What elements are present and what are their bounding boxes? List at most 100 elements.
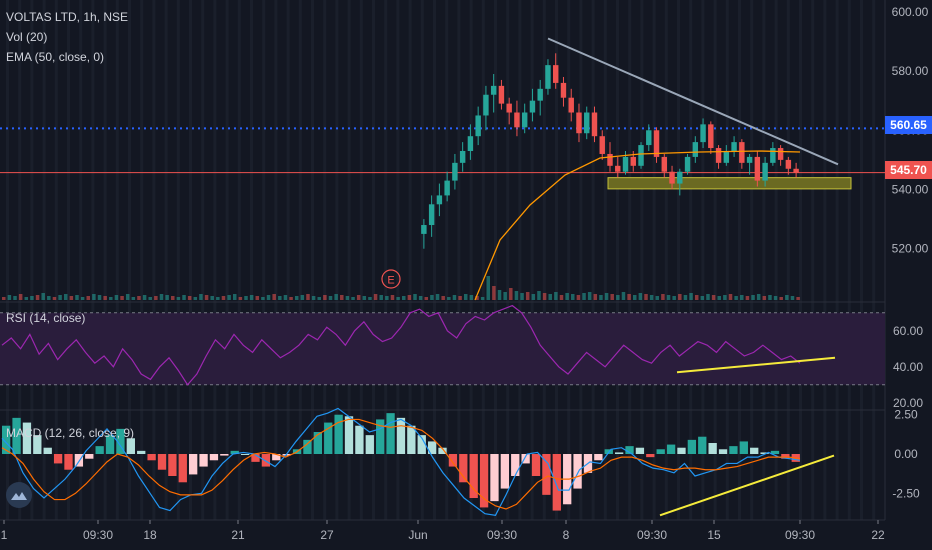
session-stripe bbox=[701, 0, 705, 520]
volume-bar bbox=[424, 297, 429, 300]
volume-bar bbox=[216, 297, 220, 300]
macd-histogram-bar bbox=[594, 454, 603, 461]
session-stripe bbox=[555, 0, 558, 520]
volume-bar bbox=[627, 294, 631, 300]
price-tick-label: 580.00 bbox=[892, 64, 929, 78]
candle-body bbox=[584, 112, 590, 134]
candle-body bbox=[428, 204, 435, 226]
macd-histogram-bar bbox=[33, 435, 42, 454]
macd-histogram-bar bbox=[448, 454, 458, 467]
time-tick-label: 21 bbox=[231, 528, 245, 542]
macd-tick-label: 2.50 bbox=[894, 408, 918, 422]
earnings-circle bbox=[381, 269, 401, 289]
candle-body bbox=[452, 162, 458, 181]
macd-histogram-bar bbox=[459, 454, 468, 483]
candle-body bbox=[715, 148, 722, 163]
volume-bar bbox=[700, 296, 705, 300]
macd-indicator-label[interactable]: MACD (12, 26, close, 9) bbox=[6, 426, 135, 440]
session-stripe bbox=[115, 0, 119, 520]
volume-bar bbox=[131, 297, 136, 300]
session-stripe bbox=[347, 0, 351, 520]
session-stripe bbox=[835, 0, 839, 520]
candle-body bbox=[421, 225, 427, 234]
volume-bar bbox=[351, 297, 355, 300]
volume-bar bbox=[283, 295, 288, 300]
symbol-title[interactable]: VOLTAS LTD, 1h, NSE bbox=[6, 10, 129, 24]
volume-bar bbox=[565, 293, 569, 300]
volume-bar bbox=[193, 297, 198, 300]
candle-body bbox=[723, 151, 730, 163]
time-tick-label: 09:30 bbox=[83, 528, 113, 542]
volume-bar bbox=[745, 296, 750, 300]
macd-histogram-bar bbox=[230, 450, 239, 454]
macd-histogram-bar bbox=[178, 454, 187, 483]
volume-bar bbox=[171, 296, 175, 300]
macd-histogram-bar bbox=[521, 454, 530, 464]
volume-bar bbox=[514, 291, 519, 300]
session-stripe bbox=[213, 0, 217, 520]
volume-bar bbox=[238, 297, 243, 300]
session-stripe bbox=[603, 0, 607, 520]
volume-bar bbox=[751, 295, 755, 300]
time-tick-label: Jun bbox=[408, 528, 427, 542]
volume-bar bbox=[638, 293, 643, 300]
volume-bar bbox=[402, 296, 406, 300]
volume-bar bbox=[272, 294, 276, 300]
volume-bar bbox=[571, 294, 575, 300]
session-stripe bbox=[872, 0, 876, 520]
macd-histogram-bar bbox=[770, 450, 780, 454]
macd-histogram-bar bbox=[396, 417, 406, 454]
macd-histogram-bar bbox=[479, 454, 489, 508]
macd-histogram-bar bbox=[189, 454, 198, 475]
volume-bar bbox=[655, 296, 660, 300]
ema-indicator-label[interactable]: EMA (50, close, 0) bbox=[6, 50, 105, 64]
session-stripe bbox=[79, 0, 83, 520]
macd-histogram-bar bbox=[303, 439, 312, 454]
session-stripe bbox=[67, 0, 70, 520]
macd-histogram-bar bbox=[687, 439, 697, 454]
volume-bar bbox=[24, 297, 29, 300]
macd-histogram-bar bbox=[74, 454, 84, 467]
volume-bar bbox=[728, 294, 733, 300]
session-stripe bbox=[237, 0, 241, 520]
candle-body bbox=[630, 156, 636, 166]
candle-body bbox=[506, 103, 512, 113]
session-stripe bbox=[640, 0, 644, 520]
session-stripe bbox=[225, 0, 229, 520]
volume-bar bbox=[390, 295, 395, 300]
rsi-indicator-label[interactable]: RSI (14, close) bbox=[6, 311, 86, 325]
candle-body bbox=[646, 130, 652, 146]
macd-histogram-bar bbox=[635, 447, 645, 454]
session-stripe bbox=[30, 0, 34, 520]
support-zone bbox=[607, 177, 852, 190]
volume-bar bbox=[542, 293, 547, 300]
volume-bar bbox=[480, 297, 485, 300]
volume-bar bbox=[227, 295, 231, 300]
volume-bar bbox=[2, 297, 6, 300]
macd-histogram-bar bbox=[760, 452, 769, 454]
earnings-marker: E bbox=[381, 269, 401, 289]
logo-icon[interactable] bbox=[6, 482, 32, 508]
volume-bar bbox=[368, 297, 372, 300]
volume-bar bbox=[418, 296, 423, 300]
session-stripe bbox=[786, 0, 790, 520]
volume-bar bbox=[311, 296, 316, 300]
volume-bar bbox=[92, 294, 96, 300]
macd-histogram-bar bbox=[417, 435, 426, 454]
macd-histogram-bar bbox=[376, 419, 385, 454]
session-stripe bbox=[42, 0, 46, 520]
candle-body bbox=[708, 124, 714, 149]
time-tick-label: 09:30 bbox=[637, 528, 667, 542]
volume-bar bbox=[469, 295, 474, 300]
volume-indicator-label[interactable]: Vol (20) bbox=[6, 30, 48, 44]
candle-body bbox=[739, 142, 745, 163]
volume-bar bbox=[75, 295, 79, 300]
volume-bar bbox=[165, 295, 169, 300]
macd-histogram-bar bbox=[677, 447, 686, 454]
session-stripe bbox=[530, 0, 534, 520]
macd-histogram-bar bbox=[729, 446, 738, 454]
volume-bar bbox=[649, 295, 654, 300]
session-stripe bbox=[384, 0, 388, 520]
